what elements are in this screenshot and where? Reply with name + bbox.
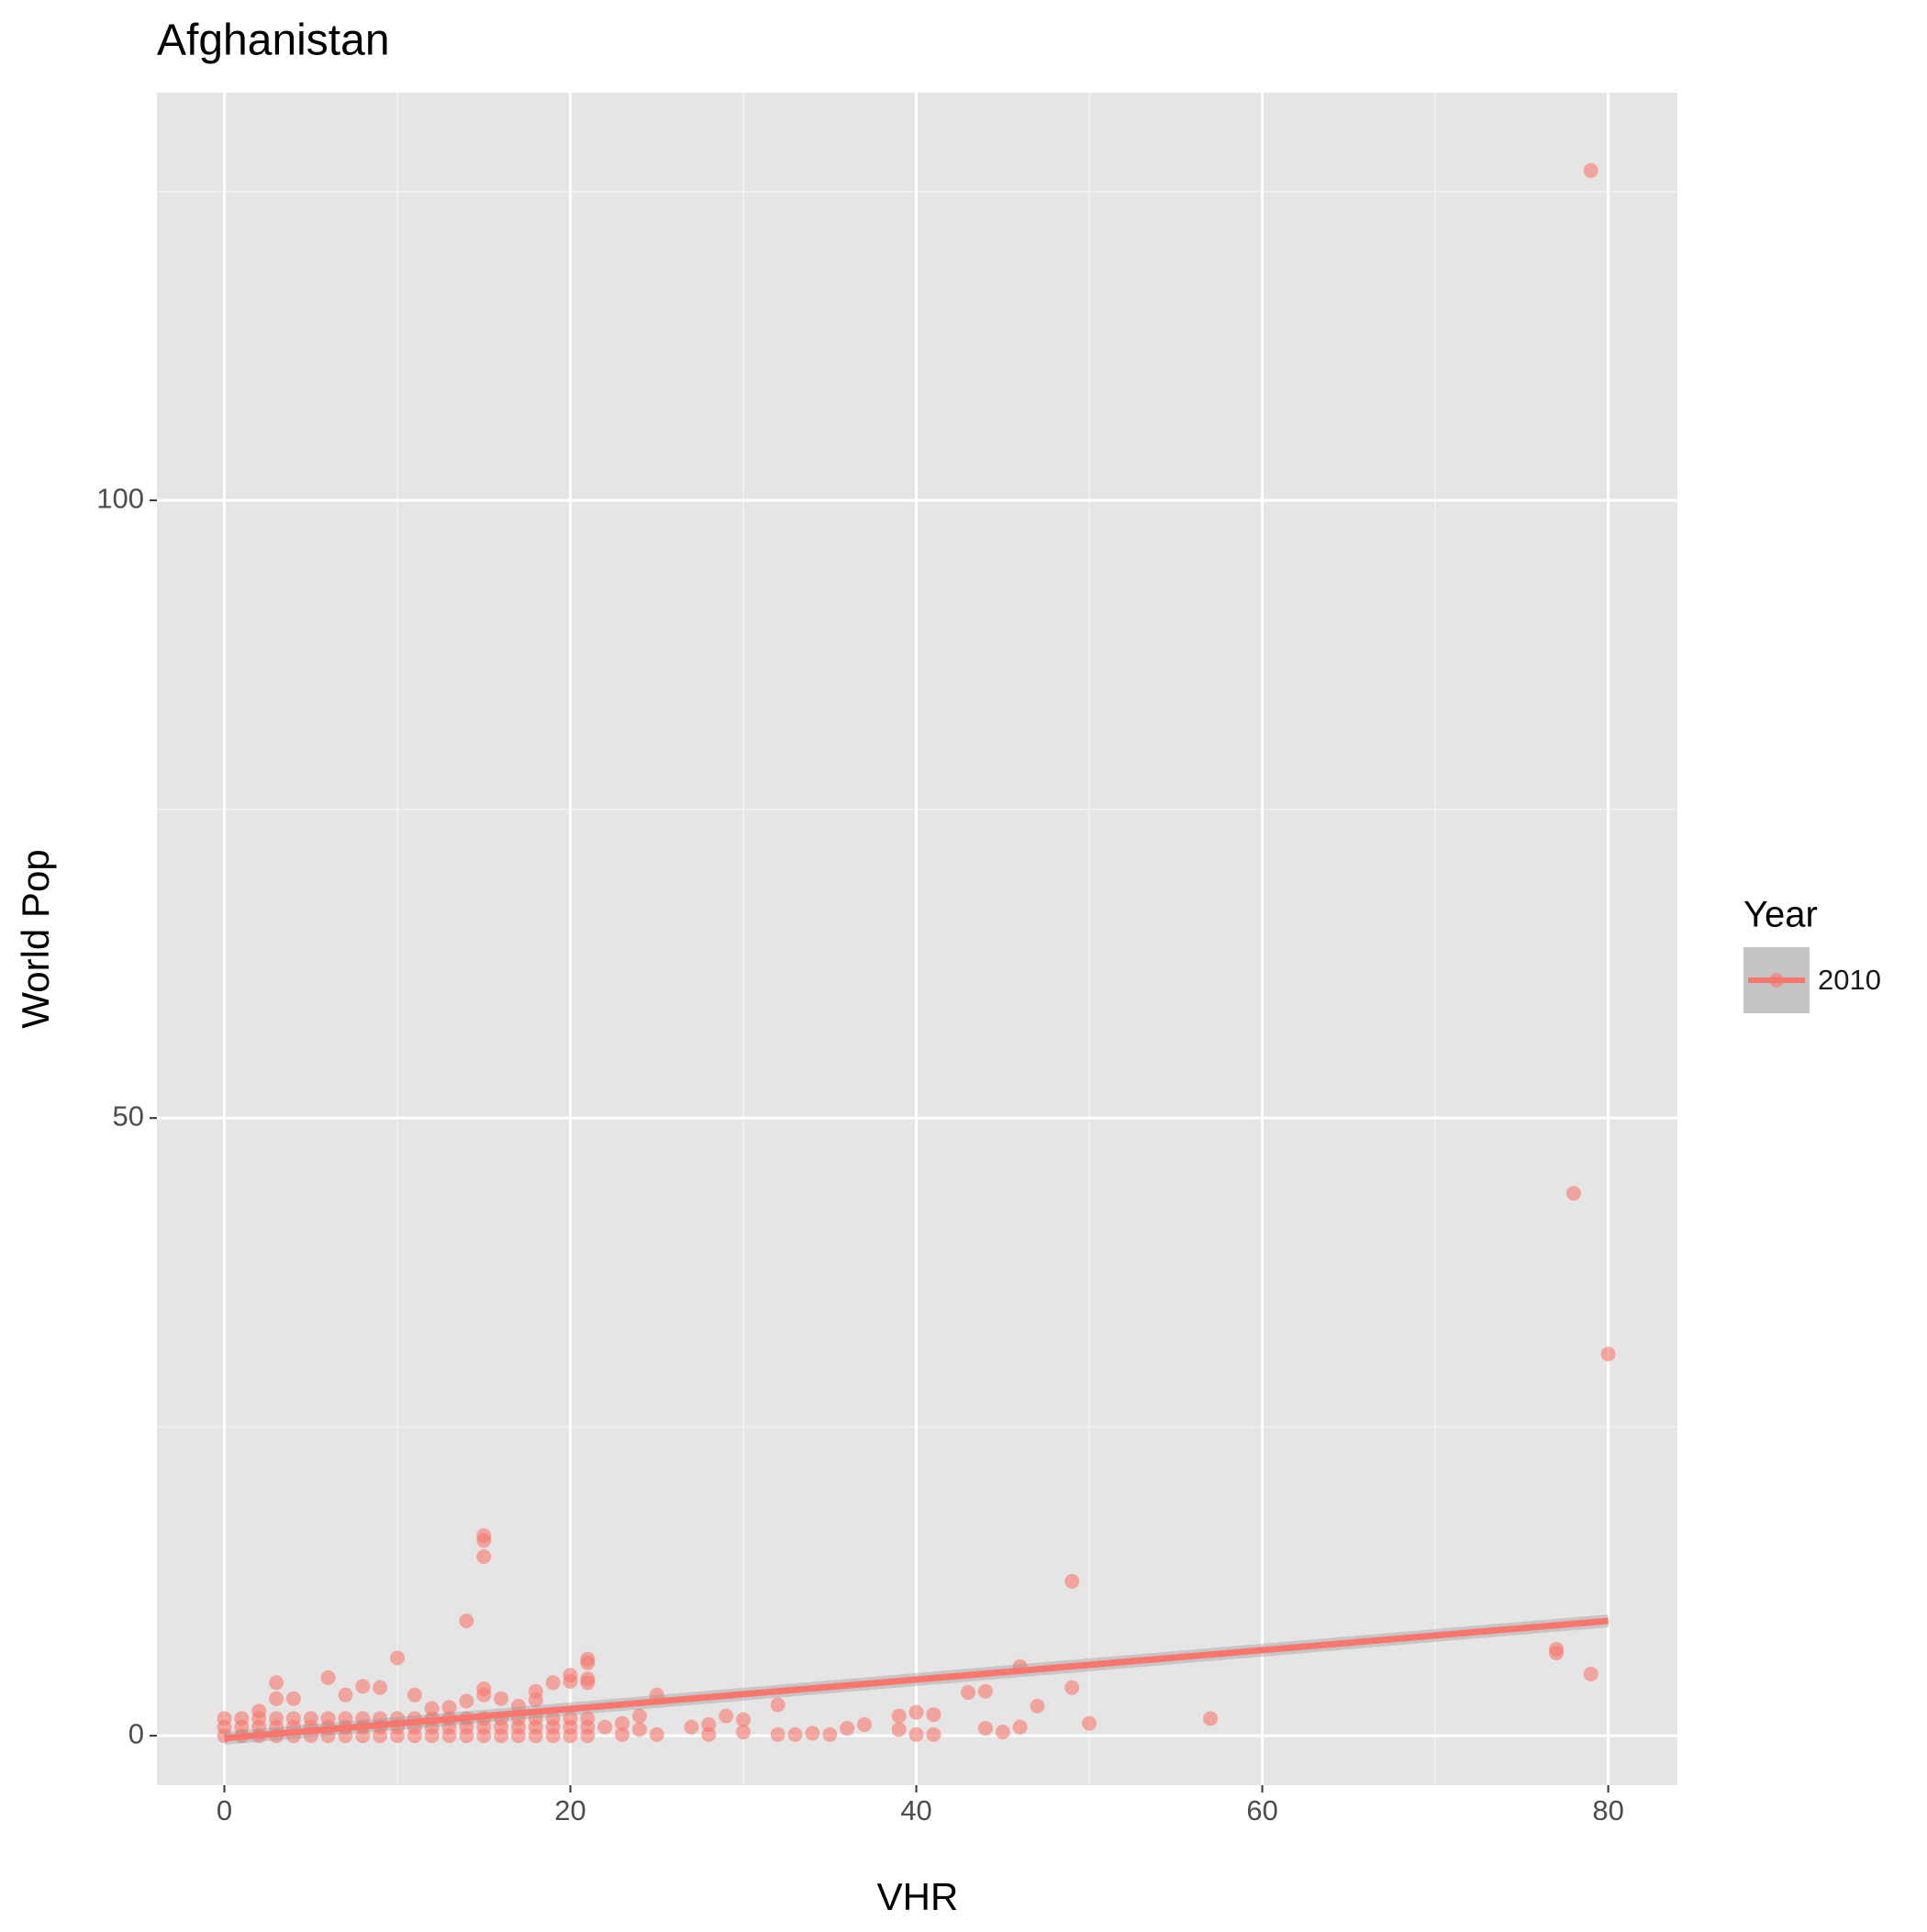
y-tick-label: 0: [128, 1717, 144, 1749]
point: [770, 1697, 785, 1713]
point: [320, 1711, 336, 1726]
point: [528, 1692, 543, 1708]
point: [615, 1715, 630, 1731]
point: [805, 1725, 820, 1741]
x-axis-title: VHR: [877, 1875, 959, 1918]
point: [1012, 1719, 1028, 1735]
point: [390, 1650, 406, 1666]
point: [1583, 162, 1598, 178]
point: [1203, 1711, 1219, 1726]
point: [822, 1726, 838, 1742]
x-tick-label: 60: [1246, 1794, 1277, 1826]
point: [961, 1685, 976, 1701]
point: [251, 1711, 267, 1726]
point: [736, 1725, 752, 1740]
point: [580, 1675, 596, 1691]
point: [338, 1687, 353, 1703]
point: [1565, 1186, 1581, 1201]
point: [338, 1711, 353, 1726]
chart-title: Afghanistan: [157, 17, 390, 65]
point: [787, 1726, 803, 1742]
point: [459, 1613, 474, 1628]
point: [373, 1680, 388, 1695]
point: [234, 1711, 250, 1726]
point: [649, 1726, 664, 1742]
point: [1064, 1573, 1080, 1589]
point: [285, 1691, 301, 1706]
point: [476, 1533, 492, 1548]
point: [1082, 1715, 1097, 1731]
point: [977, 1721, 993, 1737]
point: [476, 1548, 492, 1564]
point: [269, 1691, 284, 1706]
point: [407, 1687, 422, 1703]
point: [355, 1679, 371, 1694]
point: [770, 1726, 785, 1742]
point: [615, 1726, 630, 1742]
point: [977, 1683, 993, 1699]
y-tick-label: 100: [96, 482, 144, 514]
point: [857, 1717, 873, 1733]
point: [908, 1726, 924, 1742]
point: [217, 1711, 232, 1726]
point: [995, 1725, 1010, 1740]
legend-point: [1769, 973, 1784, 988]
point: [355, 1711, 371, 1726]
point: [840, 1721, 855, 1737]
point: [1064, 1680, 1080, 1695]
point: [631, 1708, 647, 1724]
point: [269, 1711, 284, 1726]
point: [631, 1722, 647, 1737]
point: [476, 1687, 492, 1703]
point: [303, 1711, 318, 1726]
point: [563, 1711, 578, 1726]
point: [1600, 1346, 1616, 1362]
point: [891, 1708, 907, 1724]
point: [563, 1668, 578, 1683]
y-tick-label: 50: [113, 1100, 144, 1132]
point: [701, 1726, 717, 1742]
point: [597, 1719, 613, 1735]
y-axis-title: World Pop: [14, 849, 57, 1028]
point: [580, 1711, 596, 1726]
point: [459, 1693, 474, 1709]
point: [718, 1708, 734, 1724]
point: [1030, 1698, 1045, 1714]
x-tick-label: 20: [554, 1794, 585, 1826]
point: [494, 1691, 509, 1706]
point: [1549, 1645, 1565, 1660]
point: [580, 1655, 596, 1670]
legend-label: 2010: [1818, 964, 1881, 996]
x-tick-label: 40: [900, 1794, 931, 1826]
point: [269, 1675, 284, 1691]
point: [926, 1707, 941, 1723]
point: [891, 1722, 907, 1737]
point: [1583, 1666, 1598, 1681]
point: [908, 1704, 924, 1720]
point: [320, 1670, 336, 1685]
point: [926, 1726, 941, 1742]
point: [545, 1675, 561, 1691]
point: [545, 1711, 561, 1726]
legend-title: Year: [1743, 895, 1818, 935]
x-tick-label: 0: [217, 1794, 232, 1826]
point: [684, 1719, 699, 1735]
point: [441, 1700, 457, 1715]
point: [736, 1712, 752, 1727]
x-tick-label: 80: [1592, 1794, 1623, 1826]
trend-line: [224, 1617, 1609, 1742]
point: [285, 1711, 301, 1726]
